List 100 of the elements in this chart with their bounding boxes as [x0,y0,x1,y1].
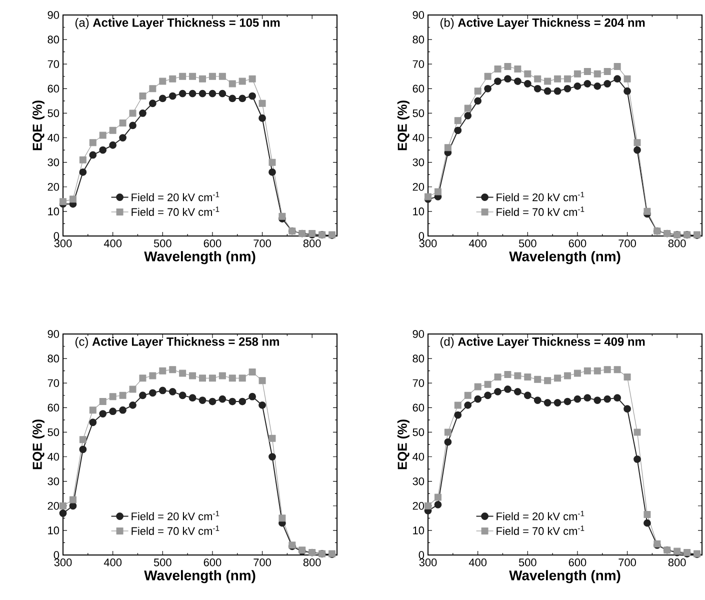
x-tick-label: 500 [154,240,172,248]
point [60,502,67,510]
point [248,392,256,400]
point [454,126,462,134]
point [634,139,641,146]
point [584,80,592,88]
point [228,80,236,88]
x-tick-label: 800 [303,558,321,566]
x-tick-label: 300 [419,558,437,566]
x-tick-label: 400 [468,240,487,248]
point [514,372,522,380]
point [554,399,562,406]
point [544,399,552,406]
point [474,395,482,403]
point [109,126,116,134]
point [434,494,442,501]
point [189,72,196,80]
point [484,392,492,400]
y-tick-label: 40 [412,134,424,142]
point [268,158,276,166]
y-tick-label: 70 [48,379,60,387]
point [129,110,136,117]
point [424,193,432,200]
point [119,406,126,414]
point [89,151,97,159]
y-tick-label: 40 [48,134,60,142]
x-tick-label: 400 [468,558,487,566]
point [604,366,611,374]
point [554,374,562,382]
y-tick-label: 80 [48,354,60,362]
legend-label: Field = 70 kV cm$^{-1}$ [496,526,584,535]
y-tick-label: 0 [54,232,60,240]
point [268,453,276,460]
y-tick-label: 60 [412,84,424,93]
legend-label: Field = 70 kV cm$^{-1}$ [132,526,220,535]
point [624,405,631,413]
point [624,87,631,95]
point [159,78,166,85]
point [69,196,76,203]
point [198,90,206,98]
point [514,78,522,85]
point [494,78,502,85]
point [258,100,266,107]
point [218,395,226,403]
y-tick-label: 60 [412,404,424,412]
point [484,72,492,80]
point [564,372,571,380]
point [544,377,552,384]
point [504,75,512,83]
point [464,104,472,112]
point [564,398,572,406]
point [564,84,572,92]
x-axis-title: Wavelength (nm) [509,251,620,264]
point [109,393,116,400]
point [189,372,196,380]
y-tick-label: 60 [48,404,60,412]
y-tick-label: 10 [48,208,60,216]
point [624,75,631,82]
x-tick-label: 800 [303,240,321,248]
point [424,502,432,510]
point [79,156,86,164]
point [158,386,166,394]
point [514,388,522,396]
chart-title: (c) Active Layer Thickness = 258 nm [75,337,279,348]
point [79,436,86,444]
point [494,373,502,380]
x-tick-label: 700 [254,240,271,248]
point [248,92,256,100]
x-tick-label: 400 [104,558,122,566]
y-tick-label: 30 [48,158,60,166]
point [614,75,622,83]
point [584,367,591,374]
y-tick-label: 20 [48,183,60,191]
point [139,392,146,400]
y-tick-label: 50 [412,109,424,118]
point [179,72,186,80]
point [444,144,452,152]
point [454,402,462,409]
point [248,368,256,376]
point [159,367,166,374]
point [258,401,266,409]
x-axis-title: Wavelength (nm) [144,570,256,584]
point [60,198,67,206]
point [208,374,216,382]
point [129,122,136,130]
point [278,212,286,220]
point [614,366,621,374]
point [584,68,591,75]
legend-label: Field = 20 kV cm$^{-1}$ [496,510,584,520]
point [524,70,532,78]
point [574,395,582,403]
x-tick-label: 700 [254,558,271,566]
point [534,376,542,383]
point [129,401,136,409]
point [524,80,532,88]
x-tick-label: 700 [618,558,636,566]
legend-label: Field = 70 kV cm$^{-1}$ [132,206,220,216]
point [504,371,512,378]
y-tick-label: 30 [48,477,60,486]
x-axis-title: Wavelength (nm) [509,570,620,584]
